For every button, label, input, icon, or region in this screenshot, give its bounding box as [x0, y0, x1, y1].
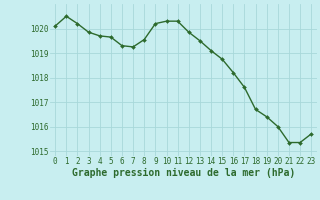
- X-axis label: Graphe pression niveau de la mer (hPa): Graphe pression niveau de la mer (hPa): [72, 168, 295, 178]
